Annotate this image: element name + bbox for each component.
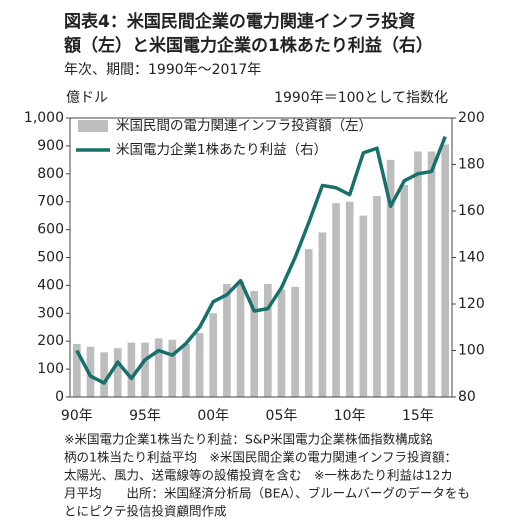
- bar: [236, 281, 245, 397]
- bar: [100, 352, 108, 397]
- legend-swatch: [78, 120, 108, 132]
- bar: [414, 151, 422, 397]
- bar: [250, 290, 258, 397]
- bar: [441, 144, 449, 397]
- bar: [427, 151, 436, 397]
- y2-tick-label: 140: [458, 250, 485, 266]
- y-tick-label: 0: [55, 389, 64, 405]
- bar: [386, 159, 395, 397]
- line: [75, 135, 447, 385]
- footnote: 柄の1株当たり利益平均 ※米国民間企業の電力関連インフラ投資額：: [64, 450, 457, 465]
- bar: [400, 184, 409, 397]
- footnote: とにピクテ投信投資顧問作成: [64, 504, 227, 519]
- x-tick-label: 00年: [197, 408, 229, 424]
- y2-axis-label: 1990年＝100として指数化: [274, 90, 448, 106]
- bar: [373, 196, 381, 397]
- y-tick-label: 900: [37, 138, 64, 154]
- bar: [359, 215, 368, 397]
- y-tick-label: 400: [37, 277, 64, 293]
- bar: [168, 339, 177, 397]
- x-tick-label: 15年: [402, 408, 434, 424]
- bar: [223, 284, 231, 397]
- bar: [195, 332, 204, 397]
- x-tick-label: 90年: [61, 408, 93, 424]
- y-tick-label: 1,000: [24, 110, 64, 126]
- y-tick-label: 300: [37, 305, 64, 321]
- footnote: 太陽光、風力、送電線等の設備投資を含む ※一株あたり利益は12カ: [64, 468, 453, 483]
- y-axis-label: 億ドル: [66, 90, 108, 106]
- bar: [86, 346, 95, 397]
- chart-title: 額（左）と米国電力企業の1株あたり利益（右）: [63, 35, 433, 56]
- bar: [345, 201, 354, 397]
- y-tick-label: 800: [37, 166, 64, 182]
- y-tick-label: 500: [37, 250, 64, 266]
- y2-tick-label: 80: [458, 389, 476, 405]
- y2-tick-label: 120: [458, 296, 485, 312]
- bar: [209, 313, 218, 397]
- y-tick-label: 600: [37, 222, 64, 238]
- subtitle: 年次、期間：1990年～2017年: [64, 62, 261, 78]
- bar: [113, 348, 122, 397]
- bar: [277, 289, 286, 397]
- bar: [73, 343, 81, 397]
- y2-tick-label: 180: [458, 157, 485, 173]
- bar: [291, 286, 299, 397]
- legend-label: 米国民間の電力関連インフラ投資額（左）: [116, 118, 372, 134]
- bar: [182, 343, 190, 397]
- y-tick-label: 700: [37, 194, 64, 210]
- bar: [264, 284, 272, 397]
- y2-tick-label: 100: [458, 343, 485, 359]
- chart-title: 図表4：米国民間企業の電力関連インフラ投資: [64, 11, 415, 32]
- y2-tick-label: 200: [458, 110, 485, 126]
- y2-tick-label: 160: [458, 203, 485, 219]
- footnote: ※米国電力企業1株当たり利益：S&P米国電力企業株価指数構成銘: [64, 432, 433, 447]
- x-tick-label: 10年: [334, 408, 366, 424]
- x-tick-label: 05年: [266, 408, 298, 424]
- y-tick-label: 200: [37, 333, 64, 349]
- plot-frame: [69, 117, 453, 398]
- bar: [127, 342, 136, 397]
- x-tick-label: 95年: [129, 408, 161, 424]
- footnote: 月平均 出所：米国経済分析局（BEA）、ブルームバーグのデータをも: [64, 486, 470, 501]
- y-tick-label: 100: [37, 361, 64, 377]
- bar: [332, 203, 340, 397]
- bar: [318, 232, 327, 397]
- legend-label: 米国電力企業1株あたり利益（右）: [116, 141, 327, 158]
- bar: [141, 342, 149, 397]
- bar: [154, 338, 163, 397]
- bar: [304, 249, 313, 397]
